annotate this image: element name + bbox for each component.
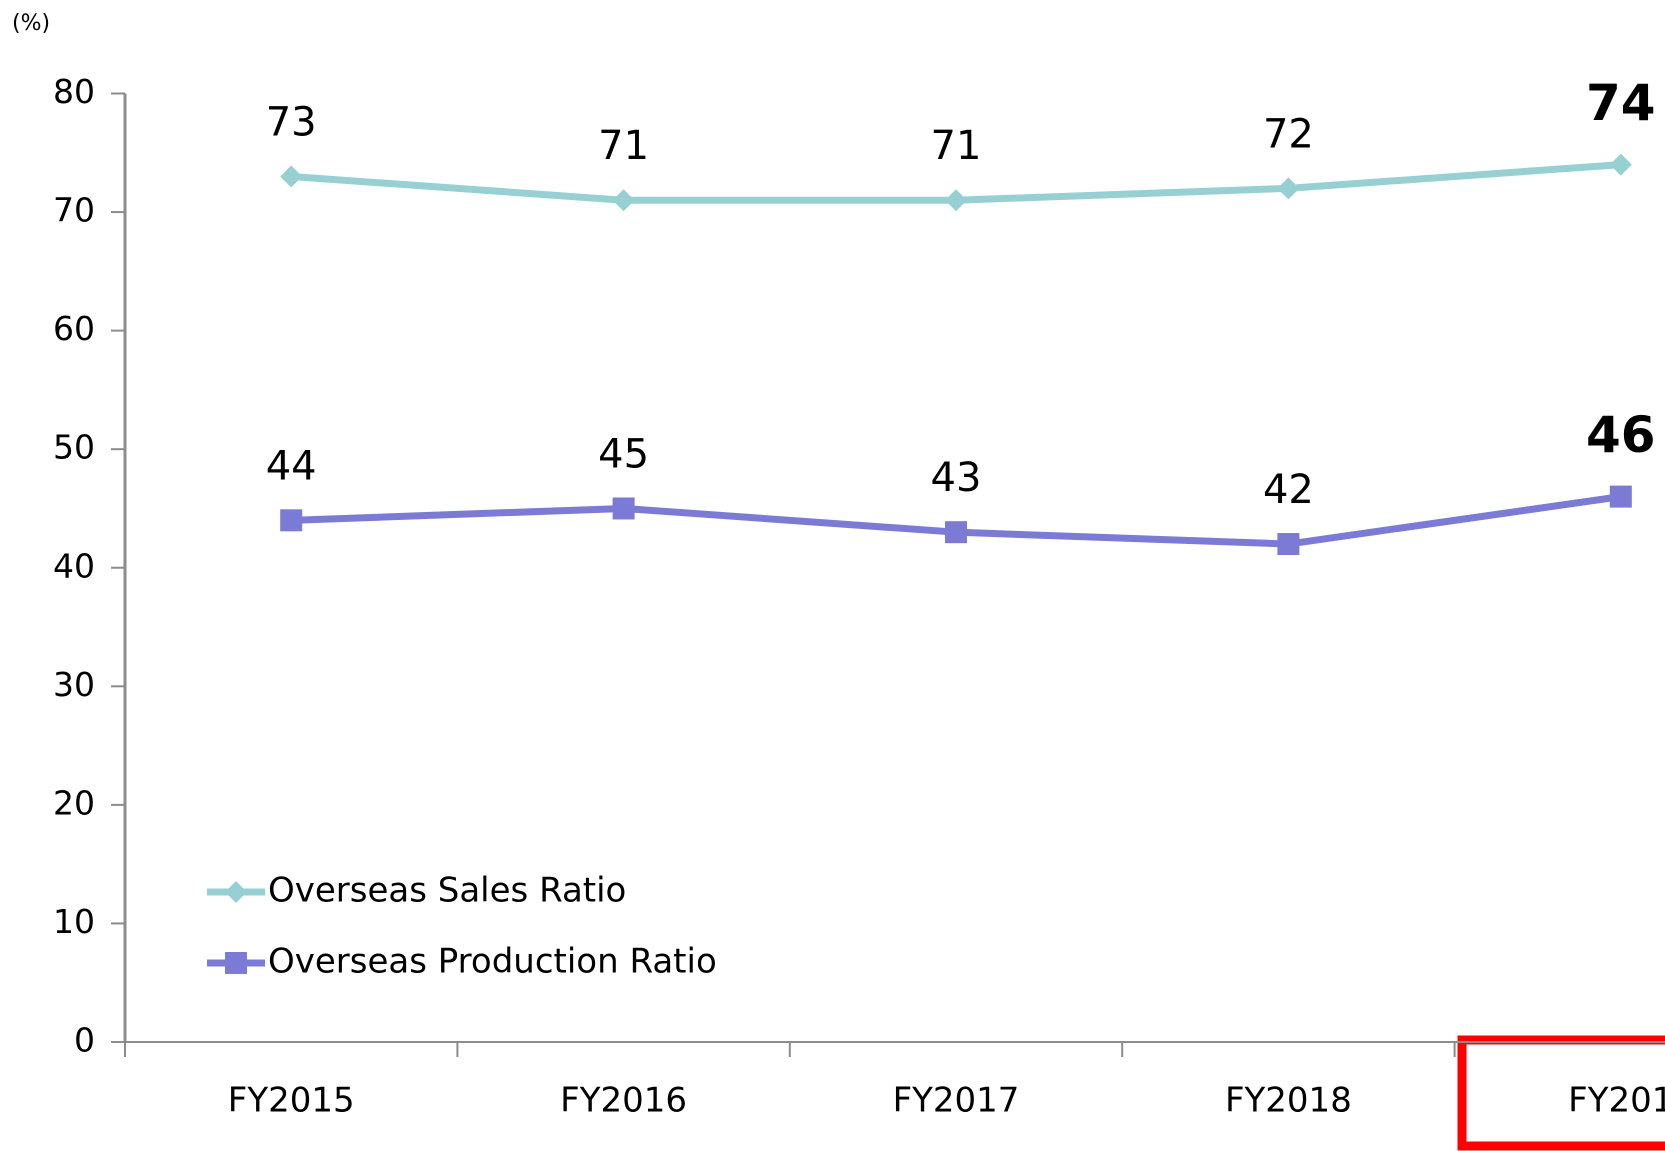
y-tick-label: 80	[53, 72, 95, 111]
x-tick-label: FY201	[1568, 1081, 1665, 1121]
data-label: 74	[1586, 74, 1656, 132]
y-tick-label: 10	[53, 902, 95, 941]
marker	[945, 521, 967, 544]
marker	[612, 189, 635, 212]
data-label: 42	[1263, 467, 1314, 513]
unit-label: (%)	[12, 11, 50, 36]
x-tick-label: FY2017	[893, 1081, 1020, 1121]
marker	[1609, 153, 1632, 176]
y-tick-label: 20	[53, 783, 95, 822]
data-label: 46	[1586, 406, 1656, 464]
x-tick-label: FY2018	[1225, 1081, 1352, 1121]
marker	[225, 952, 247, 974]
x-tick-label: FY2015	[228, 1081, 355, 1121]
data-label: 72	[1263, 111, 1314, 157]
marker	[945, 189, 967, 212]
y-tick-label: 0	[74, 1021, 95, 1060]
data-label: 43	[931, 455, 982, 501]
y-tick-label: 40	[53, 546, 95, 585]
marker	[1609, 485, 1632, 508]
data-label: 44	[266, 443, 317, 489]
y-tick-label: 70	[53, 191, 95, 230]
y-tick-label: 50	[53, 428, 95, 467]
data-label: 45	[598, 431, 649, 477]
y-tick-label: 60	[53, 309, 95, 348]
data-label: 71	[931, 123, 982, 169]
marker	[225, 881, 247, 903]
data-label: 71	[598, 123, 649, 169]
y-tick-label: 30	[53, 665, 95, 704]
marker	[280, 509, 303, 532]
marker	[1277, 177, 1300, 200]
x-tick-label: FY2016	[560, 1081, 687, 1121]
legend-label: Overseas Sales Ratio	[268, 871, 626, 911]
marker	[280, 165, 303, 188]
marker	[1277, 533, 1300, 556]
legend-label: Overseas Production Ratio	[268, 942, 717, 982]
highlight-box	[1457, 1035, 1665, 1151]
marker	[612, 497, 635, 520]
data-label: 73	[266, 99, 317, 145]
